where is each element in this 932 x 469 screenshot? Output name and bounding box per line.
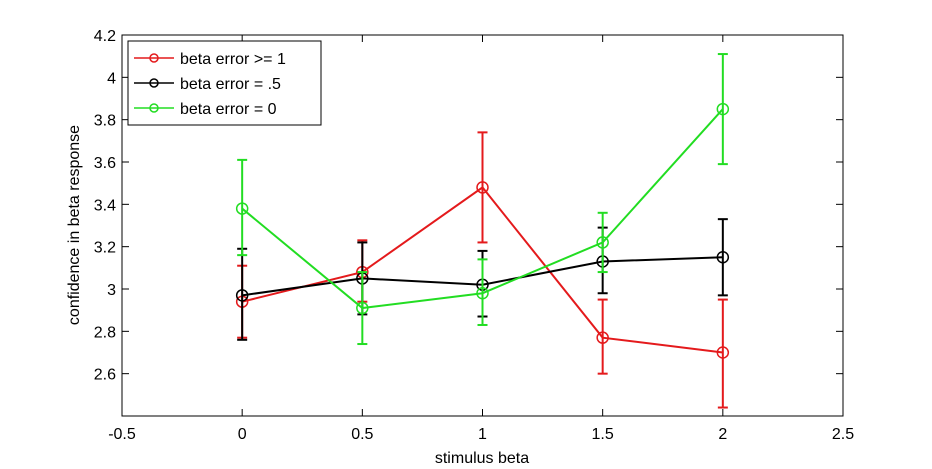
legend-swatch-marker (149, 103, 159, 113)
series-line (241, 108, 724, 310)
y-tick-label: 3.8 (94, 113, 116, 130)
data-point (596, 331, 609, 344)
legend-label: beta error >= 1 (180, 51, 286, 68)
legend-entry: beta error = .5 (134, 76, 281, 93)
error-bar (717, 298, 728, 409)
y-tick-label: 2.6 (94, 367, 116, 384)
x-axis-label: stimulus beta (435, 450, 529, 467)
data-point (596, 236, 609, 249)
data-point (235, 202, 249, 215)
series-3 (235, 53, 730, 346)
data-point (716, 102, 730, 116)
y-tick-label: 4 (107, 70, 116, 87)
x-tick-label: 0 (238, 426, 247, 443)
legend-label: beta error = .5 (180, 76, 281, 93)
series-line (241, 186, 723, 354)
legend-entry: beta error >= 1 (134, 51, 286, 68)
data-point (716, 251, 730, 264)
y-axis-label: confidence in beta response (66, 125, 83, 325)
axis-ticks: -0.5 0 0.5 1 1.5 2 2.5 2.6 2.8 3 3.2 3.4 3.6 3.8 4 4.2 (94, 28, 854, 443)
data-point (476, 286, 489, 300)
y-tick-label: 3.4 (94, 197, 116, 214)
legend-swatch-marker (149, 78, 159, 88)
error-bar (237, 158, 248, 257)
y-tick-label: 4.2 (94, 28, 116, 45)
x-tick-label: -0.5 (108, 426, 136, 443)
y-tick-label: 2.8 (94, 324, 116, 341)
error-bar (717, 53, 728, 166)
series-layer (235, 53, 730, 409)
y-tick-label: 3.6 (94, 155, 116, 172)
x-tick-label: 2 (718, 426, 727, 443)
legend-label: beta error = 0 (180, 101, 277, 118)
y-tick-label: 3.2 (94, 240, 116, 257)
legend-swatch-marker (149, 53, 159, 63)
y-tick-label: 3 (107, 282, 116, 299)
data-point (235, 289, 249, 302)
legend-entry: beta error = 0 (134, 101, 277, 118)
data-point (716, 346, 730, 359)
x-tick-label: 1.5 (592, 426, 614, 443)
data-point (356, 301, 369, 315)
x-tick-label: 2.5 (832, 426, 854, 443)
x-tick-label: 1 (478, 426, 487, 443)
x-tick-label: 0.5 (351, 426, 373, 443)
data-point (476, 181, 489, 194)
legend: beta error >= 1 beta error = .5 beta error… (127, 40, 322, 126)
